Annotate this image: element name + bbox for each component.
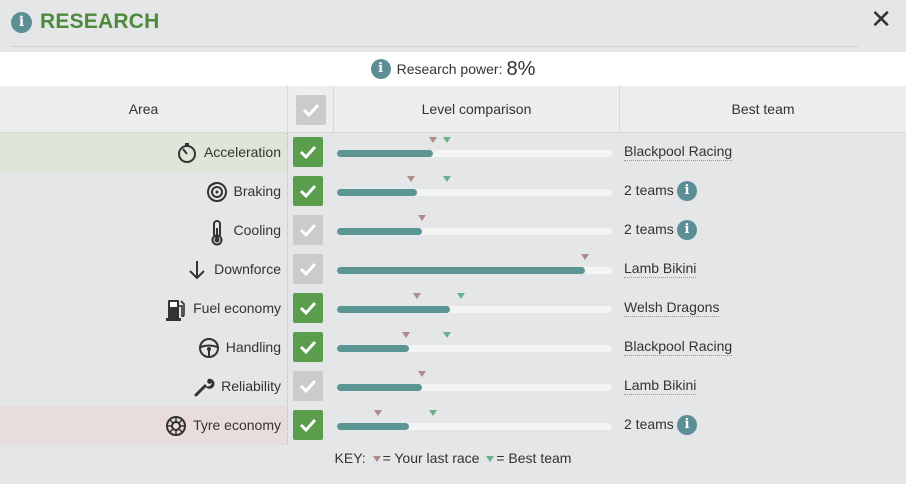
last-race-marker — [418, 371, 426, 377]
key-prefix: KEY: — [334, 450, 366, 466]
area-label: Cooling — [233, 222, 281, 238]
info-icon[interactable]: i — [677, 181, 697, 201]
best-team-marker — [443, 137, 451, 143]
brake-disc-icon — [206, 181, 228, 203]
level-bar-track — [337, 254, 612, 274]
select-all-checkbox[interactable] — [296, 95, 326, 125]
table-row[interactable]: Acceleration Blackpool Racing — [0, 133, 906, 172]
best-team-name: 2 teams — [624, 416, 674, 432]
info-icon[interactable]: i — [11, 12, 32, 33]
last-race-marker — [402, 332, 410, 338]
research-checkbox[interactable] — [293, 215, 323, 245]
level-bar-track — [337, 293, 612, 313]
area-label: Tyre economy — [193, 417, 281, 433]
table-row[interactable]: Fuel economy Welsh Dragons — [0, 289, 906, 328]
close-icon[interactable]: ✕ — [870, 5, 892, 35]
arrow-down-icon — [186, 259, 208, 281]
tyre-icon — [165, 415, 187, 437]
table-header: Area Level comparison Best team — [0, 86, 906, 133]
last-race-marker — [407, 176, 415, 182]
research-checkbox[interactable] — [293, 254, 323, 284]
level-bar-fill — [337, 267, 585, 274]
key-last-label: = Your last race — [382, 450, 480, 466]
level-bar-fill — [337, 189, 417, 196]
table-row[interactable]: Tyre economy 2 teams i — [0, 406, 906, 445]
column-header-select-all — [287, 86, 333, 132]
best-team-marker — [443, 176, 451, 182]
level-bar-track — [337, 332, 612, 352]
column-divider — [287, 133, 288, 445]
page-title: RESEARCH — [40, 10, 160, 33]
info-icon[interactable]: i — [677, 220, 697, 240]
level-bar-track — [337, 410, 612, 430]
area-label: Downforce — [214, 261, 281, 277]
row-highlight — [0, 133, 287, 172]
table-row[interactable]: Cooling 2 teams i — [0, 211, 906, 250]
best-team-marker — [457, 293, 465, 299]
best-team-name[interactable]: Blackpool Racing — [624, 143, 733, 161]
level-bar-track — [337, 215, 612, 235]
research-power-label: Research power: — [396, 61, 503, 77]
steering-wheel-icon — [198, 337, 220, 359]
info-icon[interactable]: i — [677, 415, 697, 435]
last-race-marker — [374, 410, 382, 416]
research-checkbox[interactable] — [293, 137, 323, 167]
best-team-name[interactable]: Lamb Bikini — [624, 377, 697, 395]
last-race-marker-icon — [372, 456, 381, 463]
column-header-level: Level comparison — [333, 86, 619, 132]
area-label: Handling — [225, 339, 281, 355]
dialog-header: i RESEARCH ✕ — [0, 0, 906, 46]
header-divider — [11, 46, 858, 47]
area-label: Acceleration — [203, 144, 281, 160]
research-checkbox[interactable] — [293, 176, 323, 206]
last-race-marker — [429, 137, 437, 143]
thermometer-icon — [206, 220, 228, 246]
level-bar-track — [337, 137, 612, 157]
key-best-label: = Best team — [496, 450, 572, 466]
level-bar-fill — [337, 306, 450, 313]
level-bar-fill — [337, 423, 409, 430]
last-race-marker — [581, 254, 589, 260]
table-row[interactable]: Handling Blackpool Racing — [0, 328, 906, 367]
stopwatch-icon — [176, 142, 198, 164]
level-bar-fill — [337, 228, 422, 235]
best-team-name: 2 teams — [624, 182, 674, 198]
best-team-name[interactable]: Welsh Dragons — [624, 299, 720, 317]
best-team-marker — [429, 410, 437, 416]
table-row[interactable]: Downforce Lamb Bikini — [0, 250, 906, 289]
research-checkbox[interactable] — [293, 293, 323, 323]
level-bar-fill — [337, 384, 422, 391]
legend-key: KEY: = Your last race = Best team — [0, 450, 906, 466]
research-checkbox[interactable] — [293, 371, 323, 401]
fuel-pump-icon — [165, 298, 187, 321]
last-race-marker — [418, 215, 426, 221]
column-header-area: Area — [128, 101, 159, 117]
level-bar-track — [337, 176, 612, 196]
table-row[interactable]: Reliability Lamb Bikini — [0, 367, 906, 406]
area-label: Braking — [233, 183, 281, 199]
column-header-best-team: Best team — [619, 86, 906, 132]
best-team-name[interactable]: Blackpool Racing — [624, 338, 733, 356]
info-icon[interactable]: i — [370, 59, 391, 79]
level-bar-fill — [337, 345, 409, 352]
row-highlight — [0, 406, 287, 445]
research-checkbox[interactable] — [293, 332, 323, 362]
area-label: Fuel economy — [193, 300, 281, 316]
area-label: Reliability — [221, 378, 281, 394]
research-power-value: 8% — [506, 57, 536, 80]
research-checkbox[interactable] — [293, 410, 323, 440]
wrench-icon — [193, 376, 215, 398]
level-bar-fill — [337, 150, 433, 157]
level-bar-track — [337, 371, 612, 391]
best-team-marker — [443, 332, 451, 338]
research-power-bar: i Research power: 8% — [0, 52, 906, 86]
best-team-name: 2 teams — [624, 221, 674, 237]
best-team-name[interactable]: Lamb Bikini — [624, 260, 697, 278]
last-race-marker — [413, 293, 421, 299]
table-row[interactable]: Braking 2 teams i — [0, 172, 906, 211]
best-team-marker-icon — [486, 456, 495, 463]
